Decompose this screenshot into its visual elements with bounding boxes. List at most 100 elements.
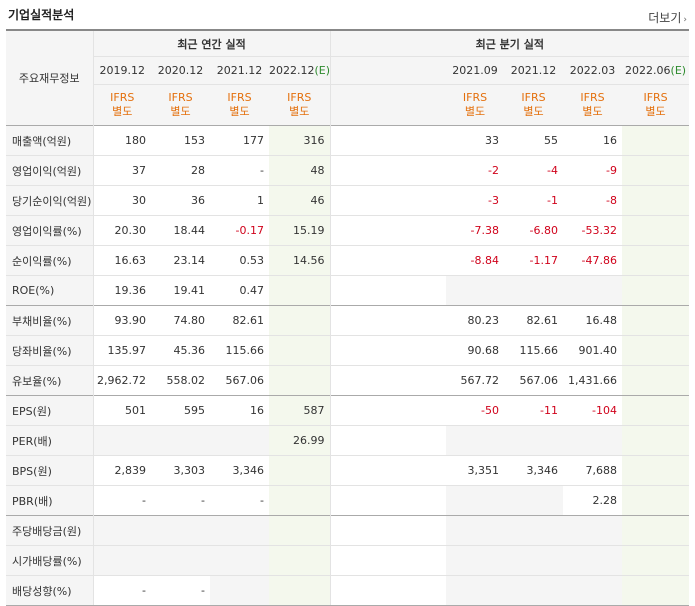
quarter-period-header: 2022.03 (563, 56, 623, 85)
spacer-cell (388, 335, 447, 366)
quarter-value-cell: 115.66 (504, 335, 564, 366)
annual-value-cell: 36 (151, 185, 210, 216)
spacer-header (329, 84, 389, 126)
quarter-group-header: 최근 분기 실적 (329, 29, 690, 57)
annual-value-cell: - (151, 485, 210, 516)
annual-value-cell: 1 (210, 185, 269, 216)
spacer-cell (329, 515, 389, 546)
annual-value-cell: 20.30 (92, 215, 151, 246)
quarter-value-cell: 7,688 (563, 455, 623, 486)
row-label: 순이익률(%) (6, 245, 93, 276)
quarter-value-cell (504, 275, 564, 306)
table-row: BPS(원) 2,839 3,303 3,346 3,351 3,346 7,688 (6, 455, 690, 486)
ifrs-type-label: 별도 (523, 105, 544, 118)
annual-value-cell (210, 545, 269, 576)
quarter-value-cell (504, 485, 564, 516)
annual-value-cell (269, 275, 331, 306)
quarter-value-cell: -53.32 (563, 215, 623, 246)
quarter-value-cell (563, 275, 623, 306)
ifrs-header: IFRS 별도 (504, 84, 564, 126)
ifrs-type-label: 별도 (464, 105, 486, 118)
annual-value-cell: 19.41 (151, 275, 210, 306)
period-label: 2022.12 (269, 64, 315, 77)
quarter-value-cell (622, 395, 690, 426)
ifrs-type-label: 별도 (170, 105, 191, 118)
quarter-value-cell: -8 (563, 185, 623, 216)
annual-value-cell: 48 (269, 155, 331, 186)
ifrs-label: IFRS (168, 91, 193, 104)
annual-value-cell (92, 545, 151, 576)
table-row: 순이익률(%) 16.63 23.14 0.53 14.56 -8.84 -1.17 -47.… (6, 245, 690, 276)
spacer-header (388, 84, 447, 126)
annual-value-cell: 0.47 (210, 275, 269, 306)
quarter-value-cell: -1.17 (504, 245, 564, 276)
quarter-value-cell: -7.38 (446, 215, 505, 246)
row-label: EPS(원) (6, 395, 93, 426)
row-label: 영업이익률(%) (6, 215, 93, 246)
row-label: 유보율(%) (6, 365, 93, 396)
spacer-cell (329, 545, 389, 576)
annual-value-cell (269, 335, 331, 366)
more-link[interactable]: 더보기 › (648, 9, 687, 26)
annual-value-cell (269, 455, 331, 486)
annual-value-cell: 587 (269, 395, 331, 426)
spacer-cell (329, 215, 389, 246)
table-row: 영업이익(억원) 37 28-48 -2 -4 -9 (6, 155, 690, 186)
spacer-header (329, 56, 389, 85)
spacer-cell (329, 455, 389, 486)
quarter-value-cell: 33 (446, 125, 505, 156)
quarter-value-cell: 3,346 (504, 455, 564, 486)
annual-value-cell: 558.02 (151, 365, 210, 396)
spacer-cell (388, 545, 447, 576)
quarter-value-cell (622, 425, 690, 456)
ifrs-type-label: 별도 (645, 105, 666, 118)
annual-value-cell: 74.80 (151, 305, 210, 336)
quarter-value-cell (446, 575, 505, 606)
spacer-cell (329, 485, 389, 516)
quarter-value-cell: -4 (504, 155, 564, 186)
quarter-value-cell (622, 545, 690, 576)
annual-value-cell: 46 (269, 185, 331, 216)
ifrs-header: IFRS 별도 (92, 84, 151, 126)
chevron-right-icon: › (683, 15, 687, 25)
quarter-period-header: 2022.06(E) (622, 56, 690, 85)
spacer-cell (388, 395, 447, 426)
spacer-cell (388, 305, 447, 336)
quarter-value-cell (622, 125, 690, 156)
quarter-value-cell (563, 515, 623, 546)
annual-value-cell: 82.61 (210, 305, 269, 336)
quarter-value-cell: -104 (563, 395, 623, 426)
quarter-value-cell: -9 (563, 155, 623, 186)
ifrs-label: IFRS (462, 91, 488, 104)
annual-value-cell: 23.14 (151, 245, 210, 276)
annual-value-cell: 37 (92, 155, 151, 186)
table-row: PBR(배) - - -2.28 (6, 485, 690, 516)
ifrs-type-label: 별도 (229, 105, 250, 118)
quarter-value-cell (622, 335, 690, 366)
annual-group-header: 최근 연간 실적 (92, 29, 331, 57)
spacer-cell (329, 155, 389, 186)
quarter-value-cell: 82.61 (504, 305, 564, 336)
quarter-value-cell (563, 545, 623, 576)
quarter-value-cell: 16 (563, 125, 623, 156)
quarter-value-cell (622, 455, 690, 486)
annual-value-cell: - (92, 485, 151, 516)
annual-value-cell: 26.99 (269, 425, 331, 456)
annual-value-cell (269, 515, 331, 546)
quarter-value-cell (504, 575, 564, 606)
annual-value-cell: 501 (92, 395, 151, 426)
ifrs-header: IFRS 별도 (622, 84, 690, 126)
annual-value-cell: 595 (151, 395, 210, 426)
row-label: 당좌비율(%) (6, 335, 93, 366)
row-label: 시가배당률(%) (6, 545, 93, 576)
spacer-cell (388, 455, 447, 486)
section-title: 기업실적분석 (8, 8, 75, 22)
row-header-label: 주요재무정보 (6, 29, 93, 126)
annual-value-cell (151, 515, 210, 546)
quarter-value-cell: -47.86 (563, 245, 623, 276)
annual-period-header: 2019.12 (92, 56, 151, 85)
annual-value-cell (151, 545, 210, 576)
spacer-cell (329, 575, 389, 606)
spacer-cell (388, 575, 447, 606)
annual-value-cell: 2,839 (92, 455, 151, 486)
